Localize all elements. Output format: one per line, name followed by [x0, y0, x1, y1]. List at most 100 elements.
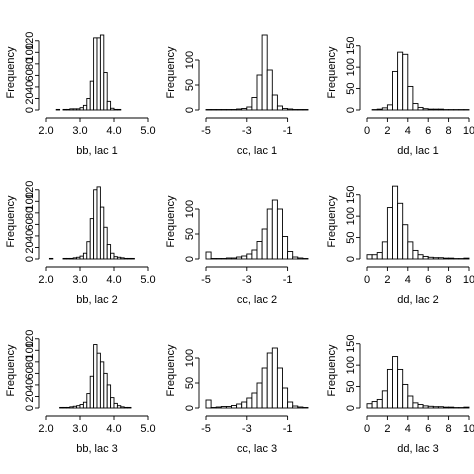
- histogram-bar: [220, 109, 227, 111]
- histogram-bar: [386, 368, 393, 409]
- histogram-bar: [381, 107, 388, 111]
- histogram-panel-8: 0 50 100 -5 -3 -1 cc, lac 3 Frequency: [165, 344, 309, 455]
- x-tick-label: -5: [201, 423, 211, 435]
- histogram-bar: [437, 108, 444, 111]
- histogram-bar: [93, 37, 98, 111]
- histogram-bar: [241, 255, 248, 260]
- histogram-bar: [130, 257, 135, 260]
- y-tick-label: 120: [24, 32, 36, 50]
- x-tick-label: 8: [446, 125, 452, 137]
- x-tick-label: 10: [463, 125, 474, 137]
- y-tick-label: 60: [24, 218, 36, 230]
- y-tick-label: 100: [184, 51, 196, 69]
- y-axis-label: Frequency: [165, 195, 177, 247]
- histogram-bar: [76, 108, 81, 111]
- histogram-bar: [297, 257, 304, 260]
- histogram-bar: [113, 256, 118, 260]
- histogram-bar: [116, 108, 122, 111]
- histogram-bar: [127, 406, 132, 409]
- histogram-bar: [205, 251, 212, 260]
- histogram-bar: [432, 257, 439, 260]
- x-tick-label: 4: [405, 274, 411, 286]
- histogram-bar: [127, 257, 132, 260]
- y-tick-label: 40: [24, 81, 36, 93]
- x-tick-label: 6: [425, 125, 431, 137]
- x-axis-label: bb, lac 3: [76, 443, 118, 455]
- histogram-bar: [443, 257, 450, 260]
- y-tick-label: 0: [24, 405, 36, 411]
- histogram-bar: [96, 352, 101, 409]
- y-tick-label: 50: [184, 228, 196, 240]
- histogram-bar: [89, 218, 95, 260]
- x-axis-label: dd, lac 1: [397, 145, 439, 157]
- x-tick-label: 2.0: [38, 125, 53, 137]
- histogram-bar: [215, 109, 222, 111]
- histogram-bar: [412, 402, 419, 409]
- histogram-bar: [463, 257, 470, 260]
- histogram-bar: [210, 109, 217, 111]
- histogram-bar: [432, 406, 439, 409]
- x-tick-label: 10: [463, 274, 474, 286]
- histogram-bar: [417, 106, 424, 111]
- histogram-bar: [256, 74, 263, 111]
- histogram-bar: [246, 253, 253, 260]
- histogram-bar: [292, 405, 299, 409]
- x-axis-label: cc, lac 3: [237, 443, 277, 455]
- histogram-bar: [103, 226, 108, 260]
- y-tick-label: 0: [345, 405, 357, 411]
- x-tick-label: 5.0: [140, 125, 155, 137]
- histogram-bar: [276, 105, 283, 111]
- histogram-bar: [271, 199, 278, 260]
- histogram-bar: [55, 108, 61, 111]
- histogram-bar: [432, 108, 439, 111]
- y-tick-label: 120: [24, 181, 36, 199]
- x-tick-label: 6: [425, 274, 431, 286]
- histogram-bar: [422, 255, 429, 260]
- histogram-bar: [86, 98, 91, 111]
- histogram-bar: [371, 254, 378, 260]
- x-axis-label: dd, lac 2: [397, 294, 439, 306]
- x-axis-label: bb, lac 2: [76, 294, 118, 306]
- histogram-bar: [251, 249, 258, 260]
- histogram-bar: [412, 103, 419, 111]
- histogram-bar: [287, 401, 294, 409]
- histogram-bar: [261, 367, 268, 409]
- y-tick-label: 20: [24, 92, 36, 104]
- histogram-bar: [82, 252, 88, 260]
- histogram-bar: [205, 399, 212, 409]
- histogram-bar: [93, 344, 98, 409]
- histogram-bar: [397, 51, 404, 111]
- y-tick-label: 50: [345, 380, 357, 392]
- x-tick-label: 0: [364, 274, 370, 286]
- x-tick-label: -1: [283, 423, 293, 435]
- x-tick-label: -5: [201, 274, 211, 286]
- histogram-bar: [72, 405, 78, 409]
- histogram-bar: [69, 108, 74, 111]
- histogram-bar: [302, 109, 309, 111]
- histogram-bar: [116, 405, 122, 409]
- histogram-bar: [82, 401, 88, 409]
- x-tick-label: 8: [446, 274, 452, 286]
- x-axis-label: cc, lac 2: [237, 294, 277, 306]
- histogram-bar: [246, 106, 253, 111]
- histogram-bar: [422, 405, 429, 409]
- histogram-bar: [256, 382, 263, 409]
- x-tick-label: -3: [242, 125, 252, 137]
- histogram-bar: [236, 403, 243, 409]
- histogram-bar: [302, 407, 309, 409]
- histogram-panel-3: 0 50 100 150 0 2 4 6 8 10 dd, lac 1 Frequency: [326, 37, 474, 157]
- y-tick-label: 40: [24, 230, 36, 242]
- x-tick-label: 3.0: [72, 423, 87, 435]
- histogram-bar: [271, 94, 278, 111]
- x-tick-label: 3.0: [72, 274, 87, 286]
- x-tick-label: -1: [283, 125, 293, 137]
- y-tick-label: 60: [24, 367, 36, 379]
- histogram-bar: [392, 356, 399, 409]
- histogram-bar: [241, 401, 248, 409]
- histogram-bar: [386, 104, 393, 111]
- histogram-bar: [402, 383, 409, 409]
- x-tick-label: 2: [384, 423, 390, 435]
- histogram-bar: [79, 255, 84, 260]
